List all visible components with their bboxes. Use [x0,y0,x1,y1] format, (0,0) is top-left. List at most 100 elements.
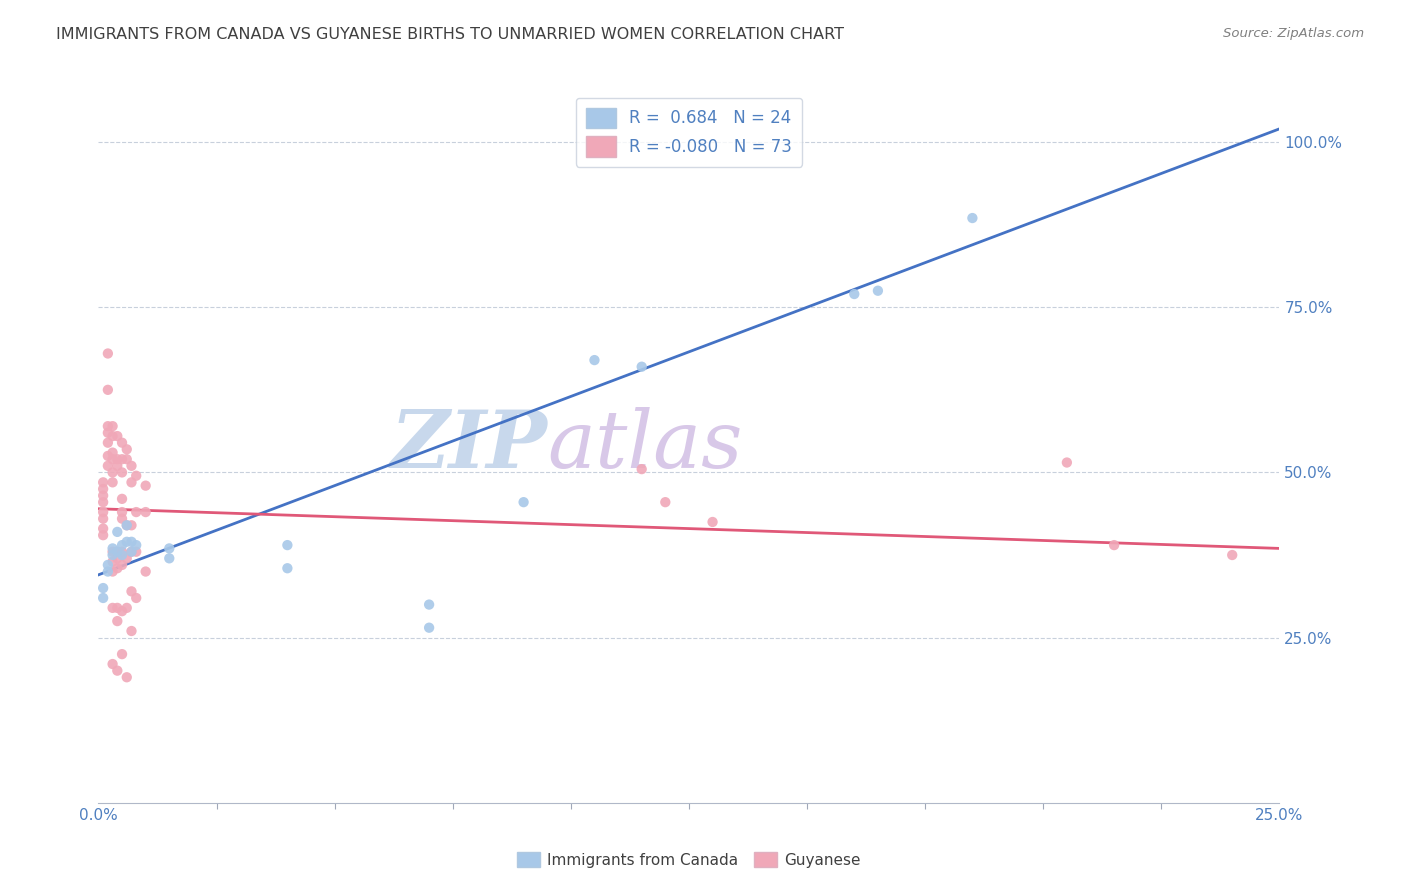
Point [105,429,128,443]
Point [115,518,138,533]
Point [101,548,124,562]
Point [1102,538,1125,552]
Point [91,528,114,542]
Point [844,287,866,301]
Point [91,495,114,509]
Point [97,419,120,434]
Point [105,452,128,467]
Point [121,458,143,473]
Point [111,558,134,572]
Point [121,475,143,490]
Point [97,449,120,463]
Point [111,491,134,506]
Legend: R =  0.684   N = 24, R = -0.080   N = 73: R = 0.684 N = 24, R = -0.080 N = 73 [576,97,801,167]
Text: IMMIGRANTS FROM CANADA VS GUYANESE BIRTHS TO UNMARRIED WOMEN CORRELATION CHART: IMMIGRANTS FROM CANADA VS GUYANESE BIRTH… [56,27,844,42]
Point [121,624,143,638]
Point [105,561,128,575]
Point [115,518,138,533]
Point [512,495,534,509]
Point [1056,456,1078,470]
Point [101,545,124,559]
Point [101,565,124,579]
Point [105,664,128,678]
Point [97,425,120,440]
Point [121,518,143,533]
Point [91,489,114,503]
Point [157,551,180,566]
Point [135,565,157,579]
Point [135,478,157,492]
Point [111,511,134,525]
Point [91,482,114,496]
Point [91,591,114,605]
Point [125,545,148,559]
Point [115,452,138,467]
Point [630,359,652,374]
Point [125,505,148,519]
Point [1220,548,1243,562]
Point [125,538,148,552]
Point [91,475,114,490]
Point [115,442,138,457]
Point [91,522,114,536]
Point [91,581,114,595]
Point [115,670,138,684]
Point [121,545,143,559]
Point [97,565,120,579]
Point [121,545,143,559]
Point [105,458,128,473]
Point [962,211,984,225]
Point [125,591,148,605]
Point [111,647,134,661]
Point [101,475,124,490]
Point [115,551,138,566]
Point [111,452,134,467]
Point [105,600,128,615]
Point [135,505,157,519]
Point [101,657,124,671]
Point [115,534,138,549]
Point [418,621,440,635]
Point [97,346,120,360]
Point [101,445,124,459]
Point [101,541,124,556]
Point [101,419,124,434]
Point [111,538,134,552]
Point [121,584,143,599]
Point [654,495,676,509]
Point [105,524,128,539]
Point [111,435,134,450]
Point [111,505,134,519]
Point [630,462,652,476]
Point [105,545,128,559]
Point [97,458,120,473]
Point [101,555,124,569]
Text: atlas: atlas [547,408,742,484]
Point [111,466,134,480]
Point [866,284,889,298]
Point [111,545,134,559]
Point [91,511,114,525]
Point [111,604,134,618]
Point [276,561,298,575]
Point [101,600,124,615]
Point [111,548,134,562]
Point [101,429,124,443]
Point [105,551,128,566]
Point [91,505,114,519]
Point [97,558,120,572]
Point [276,538,298,552]
Point [105,614,128,628]
Text: Source: ZipAtlas.com: Source: ZipAtlas.com [1223,27,1364,40]
Point [101,466,124,480]
Point [101,452,124,467]
Text: ZIP: ZIP [391,408,547,484]
Point [583,353,606,368]
Point [97,383,120,397]
Point [125,468,148,483]
Point [702,515,724,529]
Point [121,534,143,549]
Point [115,600,138,615]
Point [105,545,128,559]
Point [157,541,180,556]
